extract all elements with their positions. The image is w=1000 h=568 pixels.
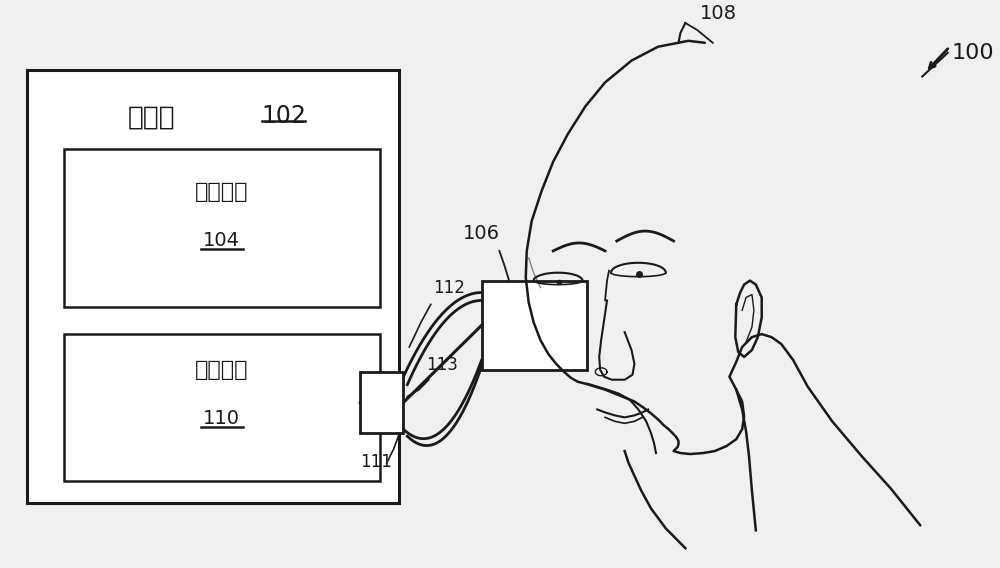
Bar (64, 334, 380, 481)
Text: 108: 108 (700, 4, 737, 23)
Text: 102: 102 (261, 105, 306, 128)
Text: 113: 113 (426, 356, 458, 374)
Bar (27, 69, 399, 503)
Text: 112: 112 (433, 279, 465, 298)
Text: 控制台: 控制台 (128, 105, 176, 130)
Text: 控制系统: 控制系统 (195, 182, 248, 202)
Text: 激光系统: 激光系统 (195, 360, 248, 380)
Bar (360, 372, 403, 433)
Text: 111: 111 (360, 453, 392, 471)
Text: 110: 110 (203, 410, 240, 428)
Text: 100: 100 (952, 43, 994, 63)
Bar (64, 149, 380, 307)
Text: 106: 106 (463, 224, 500, 243)
Text: 104: 104 (203, 231, 240, 250)
Bar (482, 281, 587, 370)
